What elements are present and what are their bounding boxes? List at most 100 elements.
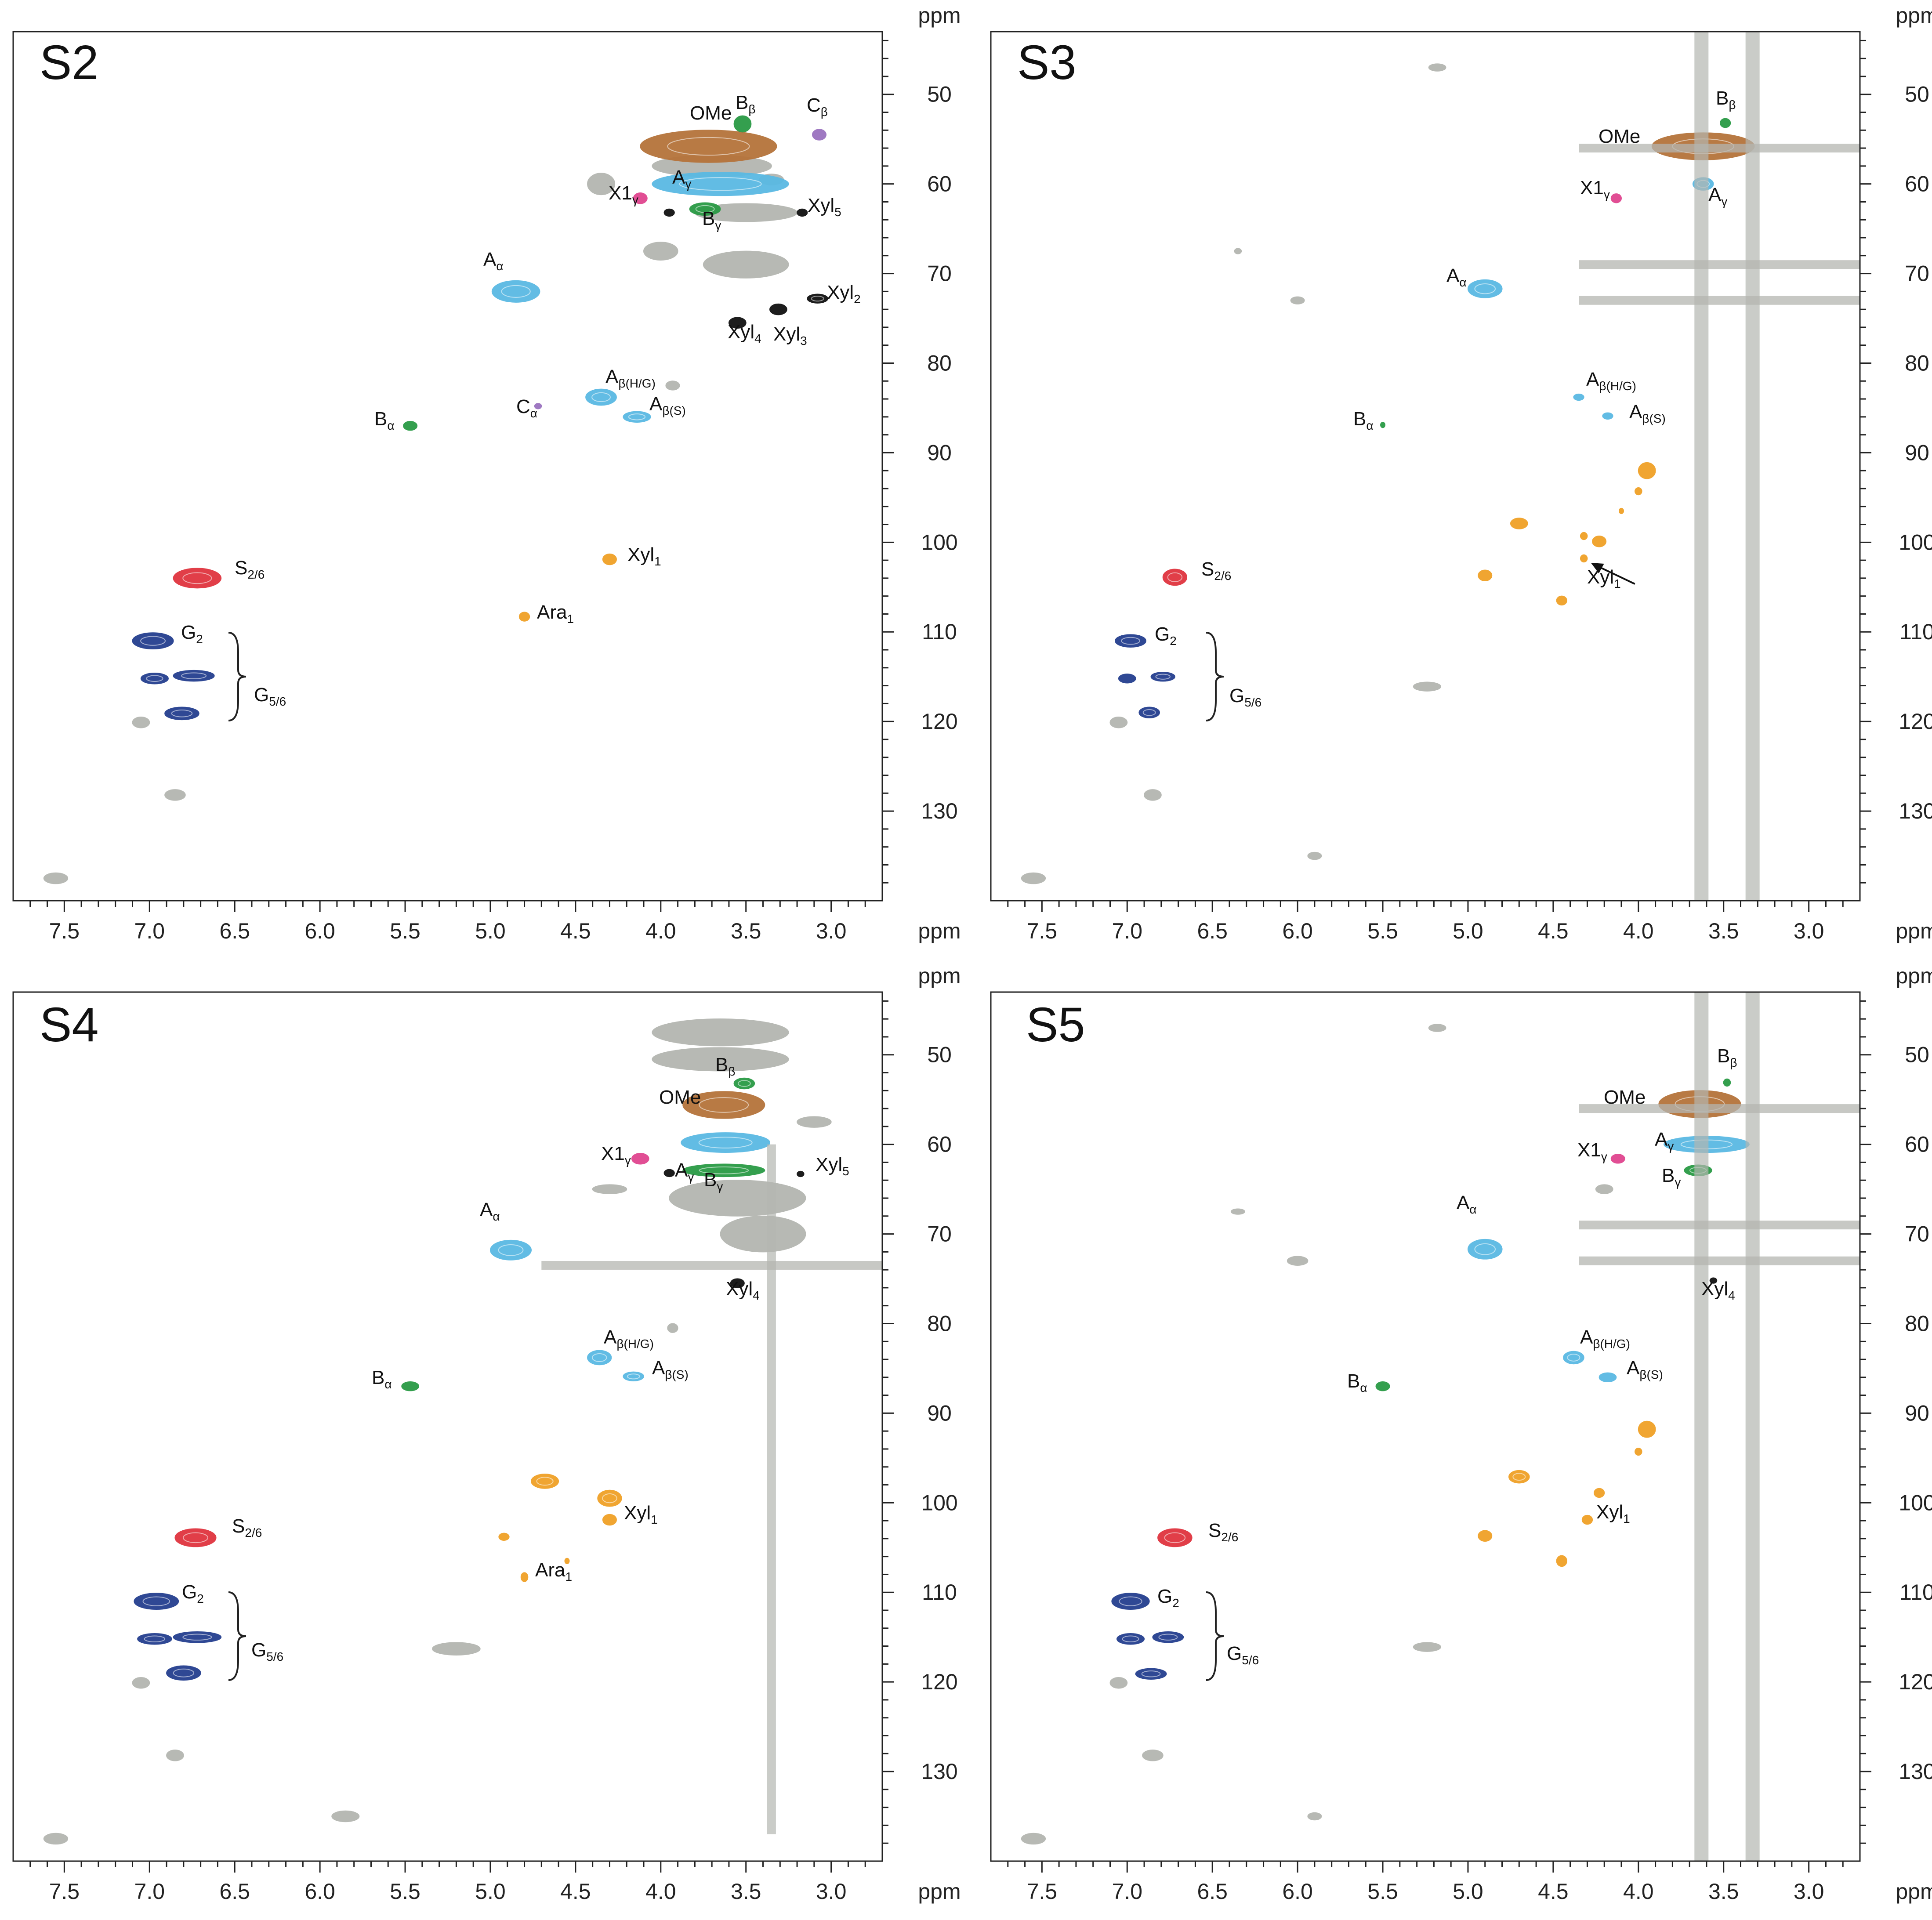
cross-peak [1478,1530,1493,1542]
x-tick-label: 3.5 [1708,919,1739,943]
cross-peak [134,1593,179,1610]
y-tick-label: 70 [1905,1222,1929,1246]
peak-label-b: Bβ [1717,1045,1737,1069]
cross-peak [491,280,540,303]
panel-title: S2 [40,36,99,90]
peak-label-xyl5: Xyl5 [816,1154,849,1178]
y-tick-label: 80 [1905,1311,1929,1336]
peak-labels: S5 Bβ OMe X1γ Aγ Bγ Aα Xyl4 Aβ(H/G) Aβ(S) Bα Xyl1 S2… [1026,998,1737,1681]
cross-peak [1563,1351,1584,1365]
cross-peak [1109,1677,1128,1689]
y-tick-label: 100 [1899,530,1932,554]
cross-peak [1709,1277,1718,1284]
x-tick-label: 7.5 [49,919,80,943]
peak-label-xyl4: Xyl4 [1701,1278,1735,1302]
noise-ridge-vertical [767,1144,776,1834]
contour-line [1119,1596,1142,1606]
cross-peak [1135,1668,1167,1680]
g56-brace [1206,1591,1224,1681]
peak-label-a: Aγ [675,1159,694,1184]
peak-label-xyl2: Xyl2 [827,282,861,306]
y-tick-label: 120 [921,709,957,734]
g56-brace [228,1591,246,1681]
series-c [534,403,542,409]
peak-label-a: Aα [480,1199,500,1223]
noise-ridge-horizontal [1579,1221,1860,1230]
cross-peak [1150,672,1175,682]
x-tick-label: 4.5 [1538,919,1569,943]
cross-peak [331,1810,360,1822]
spectrum-s3 [1021,63,1755,884]
cross-peak [602,1514,617,1526]
cross-peak [1111,1593,1150,1610]
cross-peak [1230,1208,1245,1215]
series-s2-6 [174,1528,217,1547]
contour-line [695,205,715,213]
series-ara1 [520,1572,529,1582]
x-tick-label: 3.0 [816,919,847,943]
series-a-s [623,1371,645,1382]
cross-peak [1375,1381,1390,1391]
cross-peak [720,1215,806,1253]
series-a-h-g [587,1350,612,1366]
series-b [733,115,752,133]
peak-label-g5-6: G5/6 [254,684,286,708]
x-tick-label: 5.5 [390,919,420,943]
cross-peak [1593,1488,1605,1498]
cross-peak [1428,63,1446,72]
cross-peak [623,1371,645,1382]
peak-label-g5-6: G5/6 [1227,1643,1259,1667]
cross-peak [1116,1633,1145,1645]
cross-peak [1580,532,1588,540]
y-axis: 50 60 70 80 90 100 110 120 130 ppm [1860,3,1932,884]
contour-line [627,1373,640,1380]
cross-peak [587,1350,612,1366]
series-a-h-g [1563,1351,1584,1365]
peak-label-a: Aγ [672,167,691,191]
contour-line [183,1532,208,1543]
series-b [1375,1381,1390,1391]
series-a [489,1239,532,1261]
cross-peak [585,388,617,406]
cross-peak [489,1239,532,1261]
series-g2 [1115,634,1146,648]
peak-label-a: Aα [1446,265,1467,289]
cross-peak [667,1323,678,1333]
noise-ridge-horizontal [541,1261,882,1270]
peak-label-x1: X1γ [609,182,638,206]
series-s2-6 [1162,569,1188,586]
peak-label-b: Bγ [702,208,721,232]
peak-label-xyl1: Xyl1 [1596,1501,1630,1525]
cross-peak [1413,681,1441,692]
y-tick-label: 70 [1905,261,1929,286]
series-g2 [134,1593,179,1610]
contour-line [1122,1635,1139,1643]
cross-peak [681,1132,771,1153]
series-g5-6 [137,1631,222,1681]
cross-peak [587,173,616,196]
y-axis: 50 60 70 80 90 100 110 120 130 ppm [882,964,961,1844]
peak-label-a: Aγ [1655,1129,1674,1153]
cross-peak [140,673,169,685]
peak-label-ome: OMe [690,102,732,124]
series-ome [640,130,777,163]
x-tick-label: 5.0 [1453,919,1483,943]
noise-ridge-horizontal [1579,1256,1860,1265]
cross-peak [631,1153,649,1165]
x-tick-label: 7.0 [134,1879,165,1904]
x-tick-label: 6.5 [219,919,250,943]
peak-label-s2-6: S2/6 [232,1515,262,1540]
contour-line [628,413,646,420]
cross-peak [166,1665,201,1681]
x-tick-label: 6.0 [304,919,335,943]
cross-peak [164,706,199,721]
peak-label-g2: G2 [181,622,203,646]
y-tick-label: 130 [1899,1759,1932,1784]
contour-line [1474,283,1496,294]
cross-peak [1573,393,1584,401]
cross-peak [534,403,542,409]
x-tick-label: 7.5 [49,1879,80,1904]
cross-peak [173,568,222,589]
cross-peak [518,612,530,622]
